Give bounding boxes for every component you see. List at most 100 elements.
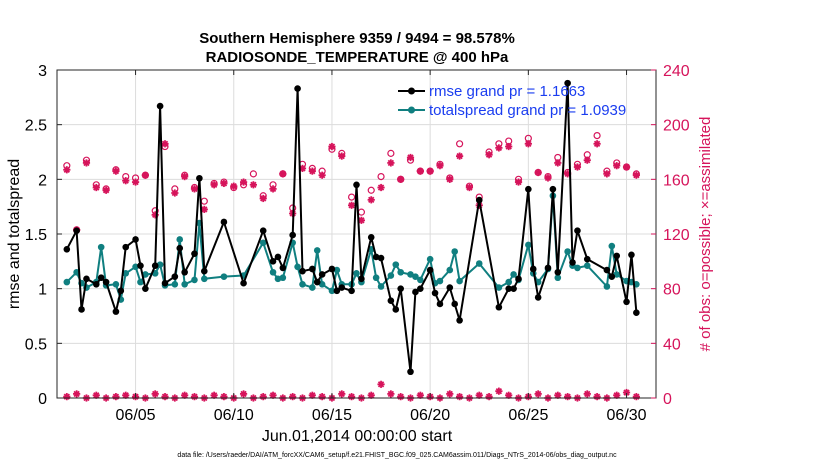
spread-point bbox=[171, 280, 179, 288]
obs-assimilated-point bbox=[141, 171, 149, 179]
rmse-line bbox=[65, 82, 638, 373]
y-tick-label: 2 bbox=[38, 172, 47, 189]
obs-assimilated-point-stroke bbox=[171, 189, 179, 197]
rmse-point bbox=[426, 266, 434, 274]
obs-rejected-point bbox=[446, 390, 454, 398]
y-tick-label: 0.5 bbox=[25, 336, 47, 353]
obs-assimilated-point-stroke bbox=[230, 182, 237, 190]
rmse-point bbox=[613, 252, 621, 260]
obs-possible-point bbox=[249, 170, 257, 178]
obs-assimilated-point bbox=[102, 186, 110, 194]
obs-possible-point bbox=[347, 193, 356, 201]
obs-assimilated-point-stroke bbox=[112, 167, 120, 175]
spread-point bbox=[220, 273, 228, 280]
rmse-point bbox=[628, 251, 635, 259]
obs-assimilated-point bbox=[347, 201, 356, 209]
obs-assimilated-point bbox=[406, 153, 415, 162]
spread-point bbox=[564, 248, 571, 255]
y2-tick-label: 200 bbox=[663, 118, 690, 135]
rmse-point bbox=[279, 264, 287, 272]
obs-rejected-point bbox=[190, 393, 199, 401]
rmse-point bbox=[309, 265, 316, 273]
obs-rejected-point bbox=[485, 393, 493, 401]
rmse-point bbox=[623, 298, 630, 306]
obs-assimilated-point bbox=[495, 144, 503, 152]
spread-point bbox=[613, 271, 621, 278]
spread-point bbox=[456, 277, 463, 285]
rmse-point bbox=[112, 308, 120, 315]
obs-assimilated-point-stroke bbox=[407, 154, 414, 161]
spread-point bbox=[274, 275, 282, 283]
obs-assimilated-point-stroke bbox=[397, 176, 404, 183]
obs-assimilated-point-stroke bbox=[210, 181, 218, 188]
obs-assimilated-point-stroke bbox=[250, 181, 257, 188]
obs-assimilated-point bbox=[92, 183, 100, 192]
obs-assimilated-point bbox=[63, 166, 71, 174]
obs-rejected-point-stroke bbox=[210, 392, 218, 399]
obs-rejected-point-stroke bbox=[269, 392, 277, 399]
rmse-point bbox=[495, 303, 503, 311]
obs-assimilated-point bbox=[387, 159, 395, 167]
obs-assimilated-point bbox=[505, 142, 513, 151]
obs-assimilated-point bbox=[210, 181, 218, 189]
rmse-point bbox=[132, 236, 139, 243]
rmse-point bbox=[377, 254, 385, 262]
obs-rejected-point-stroke bbox=[368, 392, 375, 399]
obs-assimilated-point bbox=[82, 159, 91, 167]
obs-rejected-point bbox=[73, 390, 81, 398]
rmse-point bbox=[529, 265, 537, 273]
obs-rejected-point bbox=[632, 393, 640, 401]
obs-rejected-point-stroke bbox=[446, 390, 453, 398]
obs-rejected-point-stroke bbox=[152, 390, 159, 398]
obs-assimilated-point-stroke bbox=[358, 217, 365, 224]
obs-rejected-point bbox=[564, 393, 572, 401]
obs-rejected-point bbox=[92, 391, 100, 399]
obs-assimilated-point bbox=[190, 185, 199, 193]
rmse-point bbox=[475, 196, 483, 204]
rmse-point bbox=[102, 278, 110, 286]
spread-point bbox=[97, 243, 105, 251]
obs-assimilated-point bbox=[220, 179, 228, 188]
obs-assimilated-point-stroke bbox=[613, 162, 620, 169]
spread-point bbox=[451, 248, 458, 255]
obs-assimilated-point bbox=[249, 181, 257, 189]
obs-rejected-point-stroke bbox=[554, 392, 561, 399]
obs-rejected-point bbox=[387, 390, 395, 398]
rmse-point bbox=[333, 287, 341, 295]
rmse-point bbox=[515, 275, 522, 283]
obs-assimilated-point-stroke bbox=[633, 172, 640, 179]
obs-assimilated-point-stroke bbox=[426, 167, 434, 175]
obs-assimilated-point bbox=[230, 182, 238, 190]
obs-assimilated-point-stroke bbox=[623, 163, 630, 171]
obs-assimilated-point bbox=[377, 183, 385, 192]
rmse-point bbox=[436, 300, 444, 308]
spread-point bbox=[426, 255, 434, 263]
rmse-point bbox=[510, 285, 517, 292]
obs-rejected-point bbox=[583, 390, 591, 398]
obs-assimilated-point-stroke bbox=[83, 159, 90, 167]
obs-rejected-point bbox=[593, 393, 601, 401]
obs-rejected-point-stroke bbox=[505, 392, 512, 399]
obs-assimilated-point bbox=[131, 178, 140, 186]
x-tick-label: 06/10 bbox=[214, 407, 254, 424]
obs-assimilated-point bbox=[367, 196, 375, 204]
obs-assimilated-point-stroke bbox=[318, 172, 326, 179]
y2-tick-label: 120 bbox=[663, 227, 690, 244]
obs-assimilated-point-stroke bbox=[574, 163, 581, 171]
obs-rejected-point-stroke bbox=[73, 390, 80, 398]
spread-point bbox=[328, 287, 336, 295]
obs-rejected-point bbox=[622, 388, 631, 397]
rmse-point bbox=[392, 306, 400, 313]
obs-rejected-point bbox=[239, 390, 248, 398]
obs-assimilated-point-stroke bbox=[505, 143, 512, 150]
obs-rejected-point bbox=[289, 393, 297, 401]
rmse-point bbox=[549, 185, 557, 193]
legend-rmse-marker bbox=[408, 87, 415, 95]
obs-assimilated-point-stroke bbox=[279, 170, 287, 178]
rmse-point bbox=[318, 271, 326, 278]
y2-tick-label: 40 bbox=[663, 336, 681, 353]
rmse-point bbox=[387, 297, 395, 304]
obs-assimilated-point bbox=[514, 178, 523, 186]
rmse-point bbox=[161, 279, 169, 287]
obs-assimilated-point-stroke bbox=[338, 152, 345, 160]
